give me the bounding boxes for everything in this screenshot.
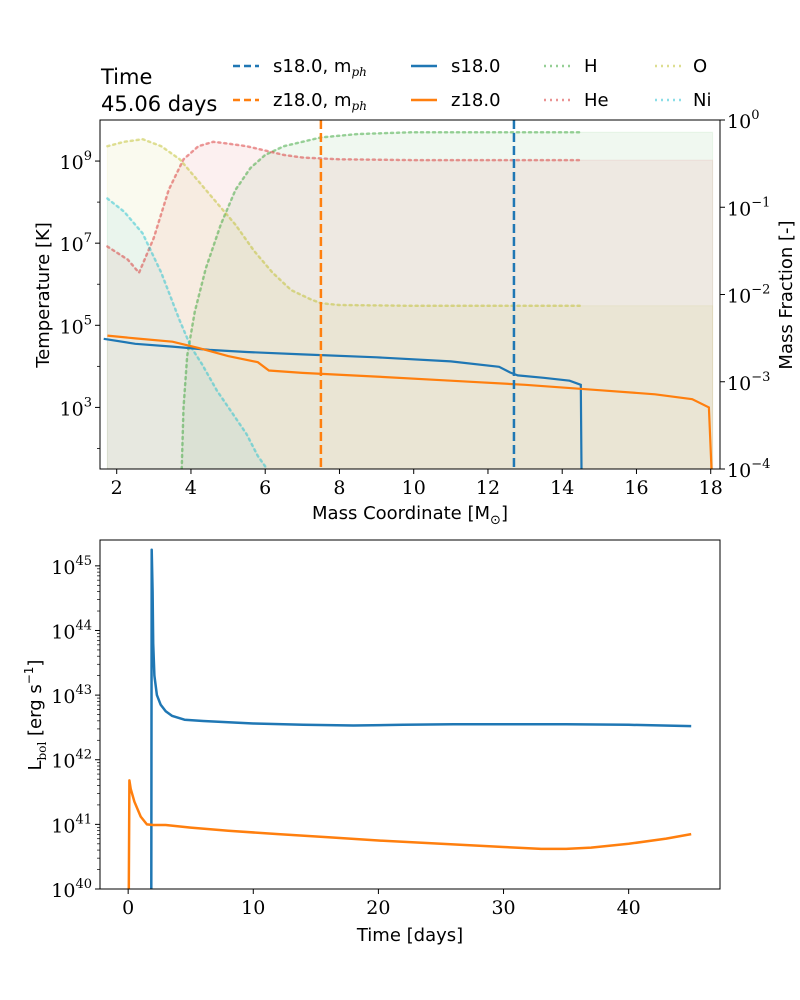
- time-label: Time: [100, 65, 152, 89]
- legend-label: s18.0: [451, 56, 500, 77]
- y-tick-label: 1041: [51, 812, 92, 837]
- abundance-fill-Ni: [106, 197, 268, 469]
- y-tick-label: 1044: [51, 618, 92, 643]
- y-tick-label: 107: [60, 231, 92, 256]
- legend-label: Ni: [693, 90, 711, 111]
- lightcurve-panel: 0 10 20 30 40 1040 1041 1042 1043 1044 1045 Time …: [22, 539, 721, 946]
- legend-entry-H: H: [544, 56, 598, 77]
- profile-y2-axis-label: Mass Fraction [-]: [776, 220, 797, 369]
- y-tick-label: 100: [727, 108, 759, 133]
- x-tick-label: 2: [111, 477, 123, 499]
- y-tick-label: 1042: [51, 748, 92, 773]
- profile-panel: 2 4 6 8 10 12 14 16 18 103 105 107 109 10−4 10−3 10−2…: [33, 108, 797, 528]
- profile-y2-ticks: 10−4 10−3 10−2 10−1 100: [720, 108, 770, 482]
- legend-entry-Ni: Ni: [655, 90, 711, 111]
- x-tick-label: 18: [699, 477, 723, 499]
- temperature-line-z18.0: [107, 334, 713, 469]
- legend-entry-z18: z18.0: [411, 90, 501, 111]
- x-tick-label: 10: [241, 897, 265, 919]
- lightcurve-y-ticks: 1040 1041 1042 1043 1044 1045: [51, 554, 100, 902]
- legend-label: s18.0, mph: [273, 56, 367, 79]
- legend-entry-O: O: [655, 56, 707, 77]
- x-tick-label: 16: [624, 477, 648, 499]
- legend-label: He: [584, 90, 609, 111]
- x-tick-label: 40: [617, 897, 641, 919]
- legend-label: H: [584, 56, 598, 77]
- temperature-line-s18.0: [103, 337, 583, 469]
- y-tick-label: 1045: [51, 554, 92, 579]
- x-tick-label: 10: [402, 477, 426, 499]
- y-tick-label: 109: [60, 149, 92, 174]
- abundance-line-He: [106, 140, 583, 276]
- lightcurve-axes-frame: [99, 539, 721, 890]
- y-tick-label: 10−3: [727, 370, 770, 395]
- x-tick-label: 0: [122, 897, 134, 919]
- legend-entry-s18-mph: s18.0, mph: [233, 56, 367, 79]
- x-tick-label: 8: [333, 477, 345, 499]
- y-tick-label: 103: [60, 395, 92, 420]
- legend-entry-z18-mph: z18.0, mph: [233, 90, 367, 113]
- y-tick-label: 1043: [51, 683, 92, 708]
- legend-label: z18.0, mph: [273, 90, 367, 113]
- legend: s18.0, mph z18.0, mph s18.0 z18.0 H He O: [233, 56, 711, 113]
- profile-x-ticks: 2 4 6 8 10 12 14 16 18: [111, 469, 723, 499]
- y-tick-label: 10−4: [727, 457, 770, 482]
- x-tick-label: 14: [550, 477, 574, 499]
- legend-label: z18.0: [451, 90, 501, 111]
- x-tick-label: 12: [476, 477, 500, 499]
- legend-label: O: [693, 56, 707, 77]
- time-value: 45.06 days: [101, 92, 217, 116]
- y-tick-label: 10−2: [727, 283, 770, 308]
- x-tick-label: 20: [366, 897, 390, 919]
- abundance-lines: [106, 130, 583, 469]
- y-tick-label: 105: [60, 313, 92, 338]
- lightcurve-line-z18.0: [127, 779, 692, 889]
- lightcurve-line-s18.0: [150, 548, 692, 889]
- legend-entry-He: He: [544, 90, 609, 111]
- abundance-line-H: [180, 130, 583, 469]
- profile-x-axis-label: Mass Coordinate [M⊙]: [312, 503, 508, 528]
- lightcurve-x-axis-label: Time [days]: [356, 925, 463, 946]
- temperature-lines: [103, 334, 713, 469]
- y-tick-label: 1040: [51, 877, 92, 902]
- abundance-line-Ni: [106, 197, 269, 469]
- y-tick-label: 10−1: [727, 195, 770, 220]
- photosphere-lines: [319, 120, 516, 469]
- abundance-line-O: [106, 137, 583, 308]
- legend-entry-s18: s18.0: [411, 56, 500, 77]
- profile-y-ticks: 103 105 107 109: [60, 149, 100, 449]
- lightcurve-y-axis-label: Lbol [erg s−1]: [22, 660, 49, 771]
- x-tick-label: 4: [185, 477, 197, 499]
- lightcurve-lines: [127, 548, 692, 889]
- lightcurve-x-ticks: 0 10 20 30 40: [122, 889, 641, 919]
- profile-y-axis-label: Temperature [K]: [33, 222, 54, 369]
- x-tick-label: 6: [259, 477, 271, 499]
- x-tick-label: 30: [491, 897, 515, 919]
